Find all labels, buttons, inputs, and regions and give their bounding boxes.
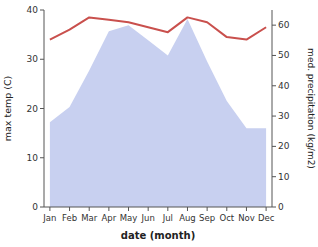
x-tick <box>108 207 109 211</box>
x-tick <box>89 207 90 211</box>
x-tick-label: Apr <box>102 213 117 223</box>
marks <box>50 17 266 207</box>
y2-tick <box>272 176 276 177</box>
x-tick <box>226 207 227 211</box>
temperature-line <box>50 17 266 39</box>
x-tick <box>148 207 149 211</box>
y2-tick <box>272 55 276 56</box>
x-tick-label: Mar <box>81 213 98 223</box>
precipitation-area <box>50 19 266 207</box>
y2-tick-label: 10 <box>278 172 290 182</box>
y-tick-label: 20 <box>27 104 39 114</box>
y-tick <box>40 59 44 60</box>
x-tick <box>49 207 50 211</box>
y2-tick-label: 40 <box>278 81 290 91</box>
x-tick <box>167 207 168 211</box>
y-tick <box>40 108 44 109</box>
x-tick <box>266 207 267 211</box>
y-tick-label: 30 <box>27 54 39 64</box>
y-tick <box>40 10 44 11</box>
y2-tick <box>272 146 276 147</box>
y-tick <box>40 207 44 208</box>
y2-tick <box>272 85 276 86</box>
x-tick <box>128 207 129 211</box>
y2-axis-label: med. precipitation (kg/m2) <box>306 48 316 169</box>
x-tick-label: Aug <box>179 213 196 223</box>
x-tick <box>246 207 247 211</box>
y-tick-label: 40 <box>27 5 39 15</box>
x-tick <box>69 207 70 211</box>
y-tick-label: 0 <box>32 202 38 212</box>
y2-tick <box>272 116 276 117</box>
x-tick-label: Nov <box>238 213 255 223</box>
y2-tick-label: 50 <box>278 50 290 60</box>
y-tick-label: 10 <box>27 153 39 163</box>
chart-container: JanFebMarAprMayJunJulAugSepOctNovDec0102… <box>0 0 318 247</box>
x-tick-label: Jun <box>141 213 155 223</box>
y2-tick-label: 0 <box>278 202 284 212</box>
y2-axis-line <box>272 10 273 207</box>
chart: JanFebMarAprMayJunJulAugSepOctNovDec0102… <box>0 0 318 247</box>
y2-tick-label: 20 <box>278 141 290 151</box>
x-axis-line <box>44 207 272 208</box>
x-tick-label: Jan <box>42 213 56 223</box>
x-tick-label: May <box>120 213 138 223</box>
x-tick-label: Sep <box>199 213 215 223</box>
y2-tick <box>272 207 276 208</box>
y2-tick-label: 30 <box>278 111 290 121</box>
x-tick-label: Oct <box>219 213 234 223</box>
x-axis-label: date (month) <box>121 230 195 241</box>
x-tick-label: Dec <box>258 213 275 223</box>
y2-tick-label: 60 <box>278 20 290 30</box>
x-tick <box>207 207 208 211</box>
x-tick-label: Feb <box>62 213 77 223</box>
axes: JanFebMarAprMayJunJulAugSepOctNovDec0102… <box>27 5 290 223</box>
y-axis-label: max temp (C) <box>2 76 13 142</box>
y2-tick <box>272 25 276 26</box>
x-tick <box>187 207 188 211</box>
y-tick <box>40 157 44 158</box>
x-tick-label: Jul <box>162 213 173 223</box>
